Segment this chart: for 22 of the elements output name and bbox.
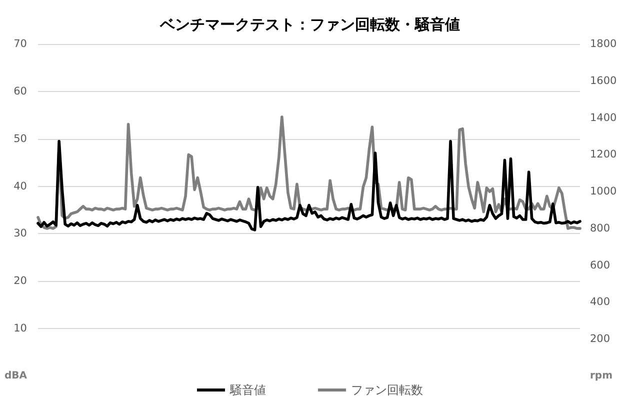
- y2-tick-label: rpm: [590, 370, 613, 382]
- y-tick-label: 40: [14, 180, 27, 192]
- chart-title: ベンチマークテスト：ファン回転数・騒音値: [159, 16, 460, 34]
- legend-label: ファン回転数: [351, 383, 423, 397]
- y-tick-label: 70: [14, 38, 27, 50]
- y2-tick-label: 1800: [590, 38, 617, 50]
- y2-tick-label: 600: [590, 259, 610, 272]
- line-series: [36, 140, 582, 232]
- y2-tick-label: 200: [590, 333, 610, 346]
- y2-tick-label: 1000: [590, 186, 617, 198]
- y2-tick-label: 1600: [590, 74, 617, 87]
- y2-tick-label: 800: [590, 222, 610, 234]
- legend-label: 騒音値: [229, 383, 266, 397]
- y-tick-label: 50: [14, 132, 27, 145]
- y-tick-label: 30: [14, 228, 27, 240]
- y2-tick-label: 1200: [590, 148, 617, 161]
- y-tick-label: 20: [14, 275, 27, 288]
- y-tick-label: dBA: [4, 370, 28, 382]
- y2-tick-label: 1400: [590, 112, 617, 124]
- y-tick-label: 10: [14, 322, 27, 335]
- y2-tick-label: 400: [590, 296, 610, 308]
- y-tick-label: 60: [14, 85, 27, 98]
